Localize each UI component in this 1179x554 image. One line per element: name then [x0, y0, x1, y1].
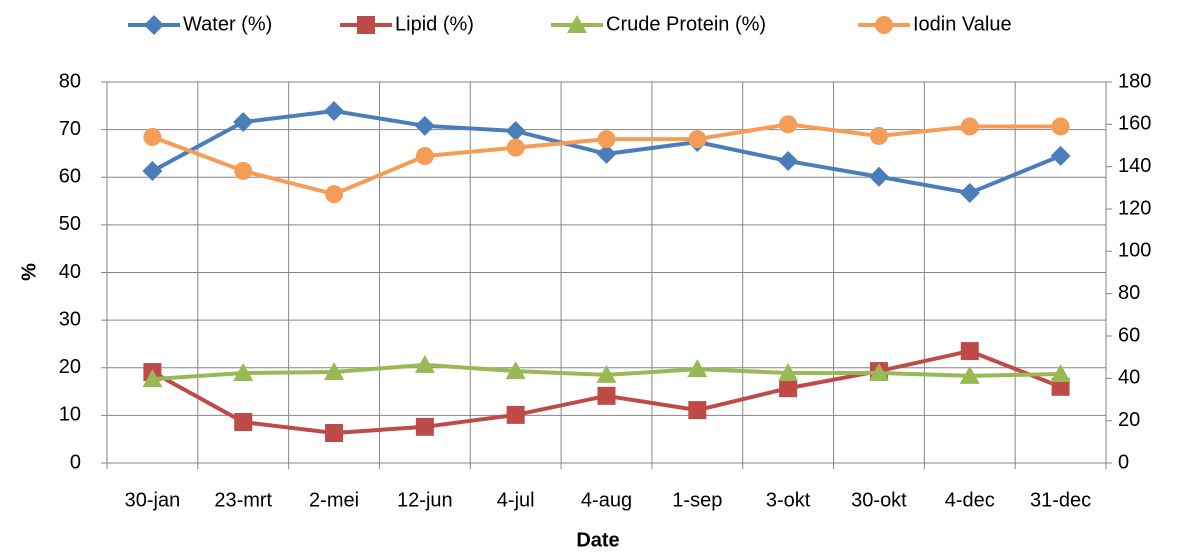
data-point [1050, 363, 1071, 382]
y2-tick-label: 120 [1118, 197, 1151, 219]
y2-tick-label: 20 [1118, 409, 1140, 431]
data-point [505, 121, 526, 142]
data-point [596, 143, 617, 164]
legend-label: Water (%) [183, 13, 272, 35]
y-tick-label: 20 [59, 356, 81, 378]
data-point [596, 364, 617, 383]
y2-tick-label: 100 [1118, 240, 1151, 262]
data-point [688, 130, 707, 149]
data-point [779, 379, 798, 398]
y-axis-label: % [18, 263, 40, 281]
x-tick-label: 30-jan [125, 489, 181, 511]
y-tick-label: 50 [59, 213, 81, 235]
data-point [1051, 117, 1070, 136]
y-tick-label: 10 [59, 404, 81, 426]
data-point [325, 185, 344, 204]
x-axis-label: Date [576, 529, 619, 551]
data-point [1051, 377, 1070, 396]
y-tick-label: 30 [59, 308, 81, 330]
data-point [778, 151, 799, 172]
data-point [960, 342, 979, 361]
y-tick-label: 70 [59, 118, 81, 140]
x-tick-label: 1-sep [672, 489, 722, 511]
legend-marker [144, 15, 164, 35]
y-tick-label: 80 [59, 70, 81, 92]
data-point [143, 128, 162, 147]
data-point [869, 126, 888, 145]
x-tick-label: 4-dec [945, 489, 995, 511]
y2-tick-label: 180 [1118, 70, 1151, 92]
legend-marker [357, 16, 375, 34]
x-tick-label: 2-mei [309, 489, 359, 511]
data-point [233, 112, 254, 133]
y-tick-label: 40 [59, 261, 81, 283]
legend-marker [875, 16, 893, 34]
data-point [597, 386, 616, 405]
data-point [779, 115, 798, 134]
y2-tick-label: 140 [1118, 155, 1151, 177]
data-point [234, 413, 253, 432]
data-point [597, 130, 616, 149]
legend-label: Lipid (%) [395, 13, 474, 35]
y-tick-label: 0 [70, 451, 81, 473]
legend-label: Iodin Value [913, 13, 1012, 35]
data-point [868, 166, 889, 187]
y2-tick-label: 60 [1118, 324, 1140, 346]
data-point [506, 138, 525, 157]
data-point [324, 101, 345, 122]
data-point [505, 361, 526, 380]
data-point [325, 423, 344, 442]
data-point [415, 417, 434, 436]
x-tick-label: 4-aug [581, 489, 632, 511]
data-point [960, 117, 979, 136]
y2-tick-label: 80 [1118, 282, 1140, 304]
data-point [233, 362, 254, 381]
x-tick-label: 30-okt [851, 489, 907, 511]
y2-tick-label: 0 [1118, 451, 1129, 473]
data-point [1050, 145, 1071, 166]
data-point [778, 362, 799, 381]
x-tick-label: 23-mrt [214, 489, 272, 511]
x-tick-label: 31-dec [1030, 489, 1091, 511]
data-point [506, 405, 525, 424]
data-point [234, 161, 253, 180]
y-tick-label: 60 [59, 166, 81, 188]
data-point [415, 147, 434, 166]
data-point [414, 115, 435, 136]
data-point [959, 182, 980, 203]
data-point [142, 161, 163, 182]
data-point [414, 354, 435, 373]
x-tick-label: 4-jul [497, 489, 535, 511]
y2-tick-label: 160 [1118, 113, 1151, 135]
data-point [688, 401, 707, 420]
data-point [959, 365, 980, 384]
data-point [868, 362, 889, 381]
legend-marker [567, 15, 587, 33]
data-point [324, 362, 345, 381]
legend-label: Crude Protein (%) [606, 13, 766, 35]
y2-tick-label: 40 [1118, 367, 1140, 389]
data-point [687, 359, 708, 378]
data-point [142, 369, 163, 388]
x-tick-label: 12-jun [397, 489, 453, 511]
x-tick-label: 3-okt [766, 489, 811, 511]
